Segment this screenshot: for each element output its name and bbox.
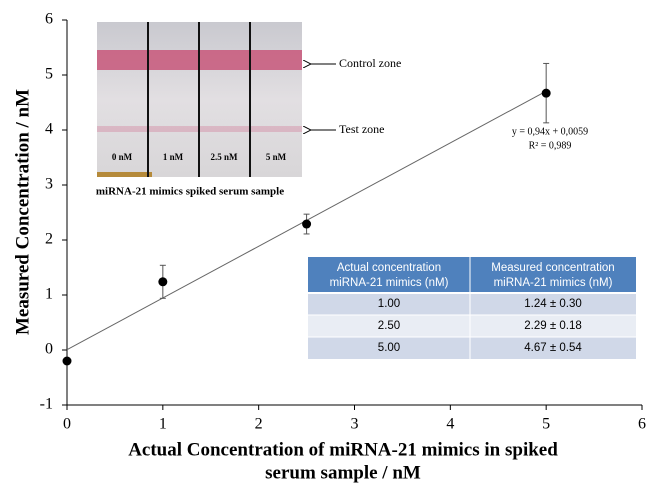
x-tick-label: 5 bbox=[542, 416, 550, 433]
y-tick-label: 3 bbox=[45, 176, 53, 193]
table-header bbox=[308, 257, 636, 293]
x-tick-label: 6 bbox=[638, 416, 646, 433]
table-row bbox=[308, 315, 636, 337]
y-tick-label: 6 bbox=[45, 11, 53, 28]
y-tick-label: 4 bbox=[45, 121, 53, 138]
test-label: Test zone bbox=[339, 122, 384, 136]
y-tick-label: 1 bbox=[45, 286, 53, 303]
table-row bbox=[308, 337, 636, 359]
table-cell: 4.67 ± 0.54 bbox=[524, 342, 582, 354]
inset-photo: 0 nM 1 nM 2.5 nM 5 nM miRNA-21 mimics sp… bbox=[96, 22, 401, 198]
x-axis-title: Actual Concentration of miRNA-21 mimics … bbox=[128, 439, 558, 460]
x-tick-label: 4 bbox=[446, 416, 454, 433]
table-cell: 2.50 bbox=[378, 320, 400, 332]
lane-label: 0 nM bbox=[112, 152, 133, 162]
y-tick-label: 5 bbox=[45, 66, 53, 83]
data-point bbox=[541, 88, 551, 98]
x-tick-label: 0 bbox=[63, 416, 71, 433]
lane-label: 2.5 nM bbox=[211, 152, 239, 162]
data-point bbox=[158, 277, 168, 287]
table-row bbox=[308, 293, 636, 315]
y-axis-title: Measured Concentration / nM bbox=[12, 89, 33, 335]
y-tick-label: 0 bbox=[45, 341, 53, 358]
y-tick-label: 2 bbox=[45, 231, 53, 248]
table-cell: 5.00 bbox=[378, 342, 400, 354]
strip-edge bbox=[97, 172, 152, 177]
y-tick-label: -1 bbox=[40, 396, 53, 413]
x-tick-label: 1 bbox=[159, 416, 167, 433]
lane-label: 1 nM bbox=[163, 152, 184, 162]
x-axis-title: serum sample / nM bbox=[265, 462, 421, 483]
table-cell: 1.24 ± 0.30 bbox=[524, 298, 581, 310]
table-header-cell: miRNA-21 mimics (nM) bbox=[330, 277, 449, 289]
x-tick-label: 2 bbox=[255, 416, 263, 433]
table-cell: 1.00 bbox=[378, 298, 400, 310]
trend-equation: y = 0,94x + 0,0059 bbox=[512, 126, 588, 137]
trend-r2: R² = 0,989 bbox=[529, 140, 572, 151]
table-header-cell: Actual concentration bbox=[337, 262, 441, 274]
control-label: Control zone bbox=[339, 56, 401, 70]
x-tick-label: 3 bbox=[351, 416, 359, 433]
data-point bbox=[302, 219, 312, 229]
table-header-cell: Measured concentration bbox=[491, 262, 614, 274]
data-point bbox=[62, 356, 72, 366]
summary-table: Actual concentration miRNA-21 mimics (nM… bbox=[308, 257, 636, 359]
inset-caption: miRNA-21 mimics spiked serum sample bbox=[96, 186, 284, 198]
lane-label: 5 nM bbox=[266, 152, 287, 162]
table-cell: 2.29 ± 0.18 bbox=[524, 320, 581, 332]
table-header-cell: miRNA-21 mimics (nM) bbox=[494, 277, 613, 289]
